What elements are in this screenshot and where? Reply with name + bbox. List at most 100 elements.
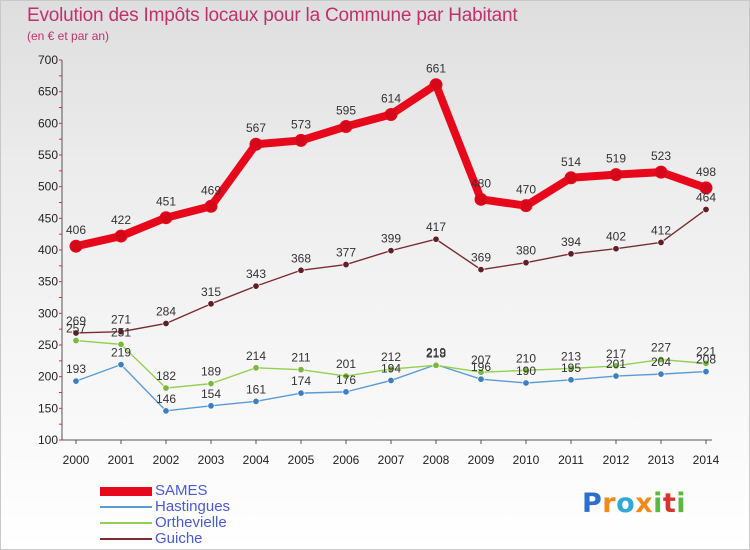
data-label-hastingues: 201 xyxy=(606,357,626,371)
point-sames xyxy=(384,107,398,121)
data-label-guiche: 380 xyxy=(516,244,536,258)
point-sames xyxy=(69,239,83,253)
data-label-sames: 567 xyxy=(246,121,266,135)
y-tick-label: 350 xyxy=(38,275,58,289)
x-tick-label: 2002 xyxy=(153,453,180,467)
legend-swatch xyxy=(100,538,152,540)
data-label-guiche: 412 xyxy=(651,223,671,237)
data-label-sames: 523 xyxy=(651,149,671,163)
data-label-sames: 661 xyxy=(426,62,446,76)
data-label-orthevielle: 201 xyxy=(336,357,356,371)
point-guiche xyxy=(657,238,665,246)
data-label-guiche: 315 xyxy=(201,285,221,299)
point-sames xyxy=(204,199,218,213)
legend-swatch xyxy=(100,506,152,508)
x-tick-label: 2012 xyxy=(603,453,630,467)
point-hastingues xyxy=(117,361,125,369)
data-label-hastingues: 174 xyxy=(291,374,311,388)
y-tick-label: 700 xyxy=(38,53,58,67)
x-tick-label: 2004 xyxy=(243,453,270,467)
data-label-hastingues: 195 xyxy=(561,361,581,375)
x-tick-label: 2003 xyxy=(198,453,225,467)
y-tick-label: 650 xyxy=(38,85,58,99)
logo-letter: P xyxy=(582,488,603,519)
x-tick-label: 2011 xyxy=(558,453,584,467)
data-label-sames: 514 xyxy=(561,155,581,169)
data-label-orthevielle: 218 xyxy=(426,346,446,360)
y-tick-label: 500 xyxy=(38,180,58,194)
point-sames xyxy=(654,165,668,179)
y-tick-label: 250 xyxy=(38,338,58,352)
point-hastingues xyxy=(342,388,350,396)
point-sames xyxy=(429,78,443,92)
data-label-orthevielle: 210 xyxy=(516,351,536,365)
data-label-guiche: 271 xyxy=(111,313,131,327)
point-hastingues xyxy=(297,389,305,397)
data-label-guiche: 343 xyxy=(246,267,266,281)
data-label-sames: 470 xyxy=(516,183,536,197)
point-orthevielle xyxy=(207,380,215,388)
data-label-hastingues: 154 xyxy=(201,387,221,401)
logo-letter: t xyxy=(662,488,677,519)
point-orthevielle xyxy=(522,366,530,374)
legend-label: Orthevielle xyxy=(155,514,227,531)
x-tick-label: 2000 xyxy=(63,453,90,467)
point-orthevielle xyxy=(252,364,260,372)
data-label-guiche: 269 xyxy=(66,314,86,328)
data-label-guiche: 394 xyxy=(561,235,581,249)
point-sames xyxy=(339,120,353,133)
y-tick-label: 150 xyxy=(38,401,58,415)
data-label-orthevielle: 212 xyxy=(381,350,401,364)
point-hastingues xyxy=(207,402,215,410)
data-label-orthevielle: 189 xyxy=(201,365,221,379)
data-label-hastingues: 196 xyxy=(471,360,491,374)
data-label-hastingues: 193 xyxy=(66,362,86,376)
point-guiche xyxy=(297,266,305,274)
point-hastingues xyxy=(702,368,710,376)
x-tick-label: 2008 xyxy=(423,453,450,467)
y-tick-label: 400 xyxy=(38,243,58,257)
x-tick-label: 2013 xyxy=(648,453,675,467)
point-hastingues xyxy=(162,407,170,415)
data-label-guiche: 402 xyxy=(606,230,626,244)
point-hastingues xyxy=(612,372,620,380)
point-sames xyxy=(474,192,488,206)
data-label-guiche: 399 xyxy=(381,232,401,246)
point-guiche xyxy=(702,205,710,213)
point-sames xyxy=(564,171,578,185)
chart-subtitle: (en € et par an) xyxy=(27,29,110,43)
point-guiche xyxy=(522,259,530,267)
point-orthevielle xyxy=(702,359,710,367)
x-tick-label: 2014 xyxy=(693,453,720,467)
data-label-guiche: 417 xyxy=(426,220,446,234)
data-label-orthevielle: 257 xyxy=(66,322,86,336)
data-label-hastingues: 219 xyxy=(426,346,446,360)
series-layer xyxy=(69,78,713,415)
data-label-sames: 614 xyxy=(381,91,401,105)
point-guiche xyxy=(207,300,215,308)
point-orthevielle xyxy=(612,362,620,370)
x-tick-label: 2010 xyxy=(513,453,540,467)
y-tick-label: 450 xyxy=(38,211,58,225)
point-sames xyxy=(609,168,623,182)
logo-letter: i xyxy=(676,488,687,519)
data-label-hastingues: 176 xyxy=(336,373,356,387)
point-orthevielle xyxy=(567,364,575,372)
point-hastingues xyxy=(387,376,395,384)
y-tick-label: 200 xyxy=(38,370,58,384)
data-label-guiche: 369 xyxy=(471,251,491,265)
point-sames xyxy=(249,137,263,151)
data-label-hastingues: 204 xyxy=(651,355,671,369)
point-orthevielle xyxy=(342,372,350,380)
data-label-orthevielle: 207 xyxy=(471,353,491,367)
data-label-guiche: 284 xyxy=(156,304,176,318)
x-tick-label: 2007 xyxy=(378,453,405,467)
data-label-orthevielle: 214 xyxy=(246,349,266,363)
point-guiche xyxy=(252,282,260,290)
data-label-orthevielle: 217 xyxy=(606,347,626,361)
point-orthevielle xyxy=(432,361,440,369)
data-label-guiche: 368 xyxy=(291,251,311,265)
point-sames xyxy=(114,229,128,243)
point-sames xyxy=(699,181,713,195)
data-label-sames: 519 xyxy=(606,152,626,166)
